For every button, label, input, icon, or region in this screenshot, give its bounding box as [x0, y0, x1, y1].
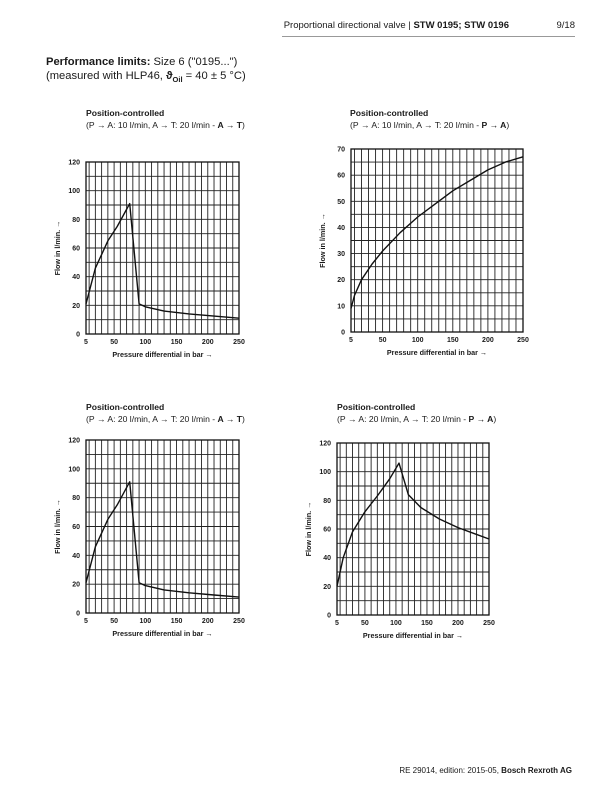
plot-frame	[85, 161, 240, 335]
y-tick-label: 20	[72, 582, 80, 589]
x-tick-label: 150	[447, 337, 459, 344]
x-tick-label: 200	[452, 620, 464, 627]
chart-bottom-left: Position-controlled (P → A: 20 l/min, A …	[46, 400, 306, 650]
x-tick-label: 200	[202, 618, 214, 625]
x-tick-label: 200	[482, 337, 494, 344]
y-tick-label: 20	[337, 277, 345, 284]
chart-title: Position-controlled (P → A: 10 l/min, A …	[86, 108, 245, 130]
x-tick-label: 250	[233, 618, 245, 625]
chart-title: Position-controlled (P → A: 20 l/min, A …	[86, 402, 245, 424]
y-tick-label: 120	[68, 160, 80, 167]
x-axis-label: Pressure differential in bar →	[363, 631, 463, 640]
x-tick-label: 200	[202, 339, 214, 346]
x-tick-label: 150	[171, 339, 183, 346]
y-tick-label: 0	[341, 330, 345, 337]
y-axis-label: Flow in l/min. →	[318, 213, 327, 268]
x-tick-label: 100	[412, 337, 424, 344]
measurement-conditions: (measured with HLP46, ϑOil = 40 ± 5 °C)	[46, 70, 246, 85]
x-tick-label: 50	[379, 337, 387, 344]
y-tick-label: 60	[72, 524, 80, 531]
x-tick-label: 5	[84, 618, 88, 625]
y-tick-label: 100	[319, 469, 331, 476]
x-tick-label: 50	[361, 620, 369, 627]
page-footer: RE 29014, edition: 2015-05, Bosch Rexrot…	[399, 766, 572, 775]
flow-curve	[85, 202, 240, 319]
document-title: Proportional directional valve | STW 019…	[283, 20, 509, 31]
chart-title: Position-controlled (P → A: 20 l/min, A …	[337, 402, 497, 424]
flow-curve	[85, 481, 240, 598]
plot-frame	[85, 439, 240, 614]
y-tick-label: 0	[76, 611, 80, 618]
page-number: 9/18	[556, 20, 576, 31]
flow-curve	[350, 156, 524, 309]
y-tick-label: 50	[337, 199, 345, 206]
chart-top-left: Position-controlled (P → A: 10 l/min, A …	[46, 108, 306, 360]
x-tick-label: 50	[110, 618, 118, 625]
y-tick-label: 40	[323, 555, 331, 562]
y-tick-label: 100	[68, 466, 80, 473]
y-tick-label: 120	[68, 438, 80, 445]
y-tick-label: 120	[319, 441, 331, 448]
x-tick-label: 150	[421, 620, 433, 627]
y-tick-label: 60	[337, 173, 345, 180]
x-tick-label: 100	[390, 620, 402, 627]
y-axis-label: Flow in l/min. →	[304, 502, 313, 557]
x-tick-label: 250	[233, 339, 245, 346]
x-tick-label: 50	[110, 339, 118, 346]
performance-limits-heading: Performance limits: Size 6 ("0195...") (…	[46, 55, 246, 87]
y-axis-label: Flow in l/min. →	[53, 499, 62, 554]
y-tick-label: 30	[337, 251, 345, 258]
y-axis-label: Flow in l/min. →	[53, 221, 62, 276]
chart-bottom-right: Position-controlled (P → A: 20 l/min, A …	[297, 400, 557, 650]
x-axis-label: Pressure differential in bar →	[112, 350, 212, 359]
y-tick-label: 0	[76, 332, 80, 339]
y-tick-label: 60	[323, 527, 331, 534]
chart-plot: 0 20 40 60 80 100 120 5 50 100 150 200 250 Pressure d…	[53, 438, 245, 639]
x-tick-label: 250	[483, 620, 495, 627]
y-tick-label: 40	[72, 274, 80, 281]
x-tick-label: 5	[349, 337, 353, 344]
y-tick-label: 60	[72, 246, 80, 253]
chart-top-right: Position-controlled (P → A: 10 l/min, A …	[310, 108, 570, 358]
y-tick-label: 20	[72, 303, 80, 310]
y-tick-label: 100	[68, 188, 80, 195]
y-tick-label: 40	[337, 225, 345, 232]
page-header: Proportional directional valve | STW 019…	[0, 20, 575, 34]
limits-label: Performance limits:	[46, 56, 151, 68]
y-tick-label: 10	[337, 303, 345, 310]
y-tick-label: 80	[72, 495, 80, 502]
chart-plot: 0 20 40 60 80 100 120 5 50 100 150 200 250 Pressure d…	[304, 441, 495, 641]
limits-size: Size 6 ("0195...")	[150, 56, 238, 68]
x-tick-label: 150	[171, 618, 183, 625]
x-axis-label: Pressure differential in bar →	[112, 629, 212, 638]
y-tick-label: 70	[337, 147, 345, 154]
chart-plot: 0 20 40 60 80 100 120 5 50 100 150 200 250 Pressure d…	[53, 160, 245, 360]
y-tick-label: 80	[72, 217, 80, 224]
x-tick-label: 5	[84, 339, 88, 346]
plot-frame	[350, 148, 524, 333]
y-tick-label: 20	[323, 584, 331, 591]
x-axis-label: Pressure differential in bar →	[387, 348, 487, 357]
x-tick-label: 250	[517, 337, 529, 344]
y-tick-label: 40	[72, 553, 80, 560]
chart-title: Position-controlled (P → A: 10 l/min, A …	[350, 108, 510, 130]
chart-plot: 0 10 20 30 40 50 60 70 5 50 100 150 200 250 Pressure d…	[318, 147, 529, 358]
y-tick-label: 0	[327, 613, 331, 620]
x-tick-label: 100	[139, 618, 151, 625]
x-tick-label: 5	[335, 620, 339, 627]
y-tick-label: 80	[323, 498, 331, 505]
x-tick-label: 100	[139, 339, 151, 346]
plot-frame	[336, 442, 490, 616]
flow-curve	[336, 462, 490, 587]
header-rule	[282, 36, 575, 37]
